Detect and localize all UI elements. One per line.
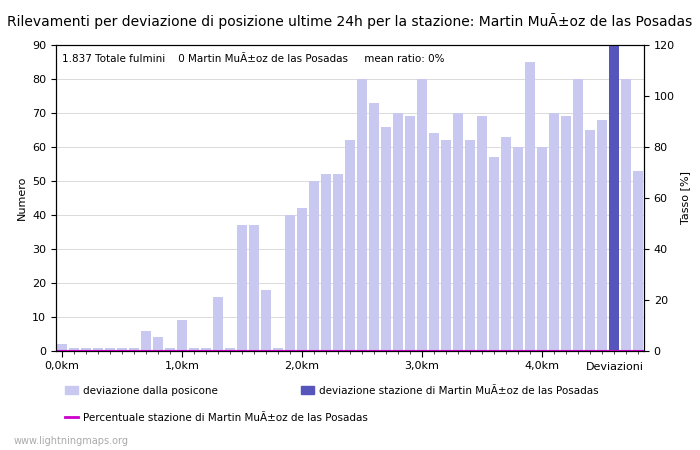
Bar	[466, 140, 475, 351]
Bar	[453, 113, 463, 351]
Bar	[165, 347, 175, 351]
Bar	[561, 117, 570, 351]
Bar	[513, 147, 523, 351]
Bar	[441, 140, 451, 351]
Bar	[261, 290, 271, 351]
Bar	[369, 103, 379, 351]
Bar	[273, 347, 283, 351]
Bar	[189, 347, 199, 351]
Bar	[81, 347, 91, 351]
Text: Deviazioni: Deviazioni	[586, 362, 644, 372]
Bar	[429, 133, 439, 351]
Bar	[585, 130, 595, 351]
Bar	[93, 347, 103, 351]
Bar	[621, 79, 631, 351]
Bar	[214, 297, 223, 351]
Bar	[249, 225, 259, 351]
Text: Rilevamenti per deviazione di posizione ultime 24h per la stazione: Martin MuÃ±o: Rilevamenti per deviazione di posizione …	[8, 14, 692, 29]
Bar	[177, 320, 187, 351]
Bar	[345, 140, 355, 351]
Bar	[130, 347, 139, 351]
Bar	[57, 344, 66, 351]
Bar	[573, 79, 583, 351]
Bar	[525, 62, 535, 351]
Bar	[357, 79, 367, 351]
Legend: deviazione dalla posicone, deviazione stazione di Martin MuÃ±oz de las Posadas: deviazione dalla posicone, deviazione st…	[61, 382, 603, 400]
Bar	[405, 117, 415, 351]
Bar	[609, 45, 619, 351]
Bar	[237, 225, 247, 351]
Bar	[609, 45, 619, 351]
Bar	[550, 113, 559, 351]
Bar	[153, 338, 163, 351]
Bar	[382, 126, 391, 351]
Bar	[285, 215, 295, 351]
Bar	[634, 171, 643, 351]
Y-axis label: Tasso [%]: Tasso [%]	[680, 171, 690, 225]
Text: www.lightningmaps.org: www.lightningmaps.org	[14, 436, 129, 446]
Bar	[417, 79, 427, 351]
Legend: Percentuale stazione di Martin MuÃ±oz de las Posadas: Percentuale stazione di Martin MuÃ±oz de…	[61, 409, 372, 427]
Bar	[298, 208, 307, 351]
Bar	[597, 120, 607, 351]
Bar	[309, 181, 318, 351]
Bar	[501, 137, 511, 351]
Bar	[117, 347, 127, 351]
Bar	[393, 113, 402, 351]
Y-axis label: Numero: Numero	[17, 176, 27, 220]
Text: 1.837 Totale fulmini    0 Martin MuÃ±oz de las Posadas     mean ratio: 0%: 1.837 Totale fulmini 0 Martin MuÃ±oz de …	[62, 54, 444, 64]
Bar	[69, 347, 79, 351]
Bar	[225, 347, 234, 351]
Bar	[201, 347, 211, 351]
Bar	[105, 347, 115, 351]
Bar	[141, 331, 150, 351]
Bar	[489, 157, 499, 351]
Bar	[537, 147, 547, 351]
Bar	[333, 174, 343, 351]
Bar	[477, 117, 486, 351]
Bar	[321, 174, 331, 351]
